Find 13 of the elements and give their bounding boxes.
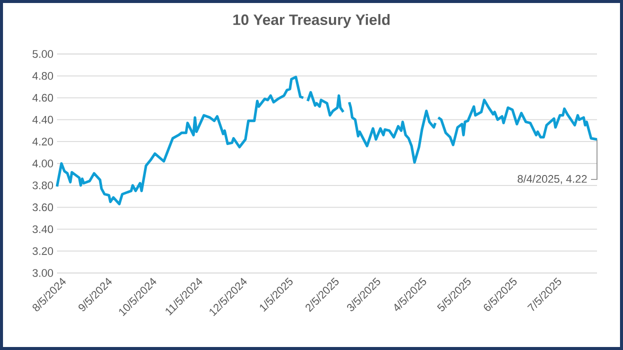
y-tick-label: 3.20	[32, 247, 54, 255]
y-tick-label: 5.00	[32, 50, 54, 58]
y-tick-label: 4.00	[32, 160, 54, 168]
annotation: 8/4/2025, 4.22	[518, 174, 587, 184]
y-tick-label: 3.80	[32, 182, 54, 190]
y-tick-label: 3.40	[32, 225, 54, 234]
y-tick-label: 4.80	[32, 72, 54, 80]
y-tick-label: 3.60	[32, 203, 54, 212]
y-tick-label: 4.60	[32, 94, 54, 102]
chart-title: 10 Year Treasury Yield	[233, 14, 390, 28]
y-tick-label: 4.40	[32, 116, 54, 124]
y-tick-label: 3.00	[32, 269, 54, 277]
y-tick-label: 4.20	[32, 138, 54, 146]
